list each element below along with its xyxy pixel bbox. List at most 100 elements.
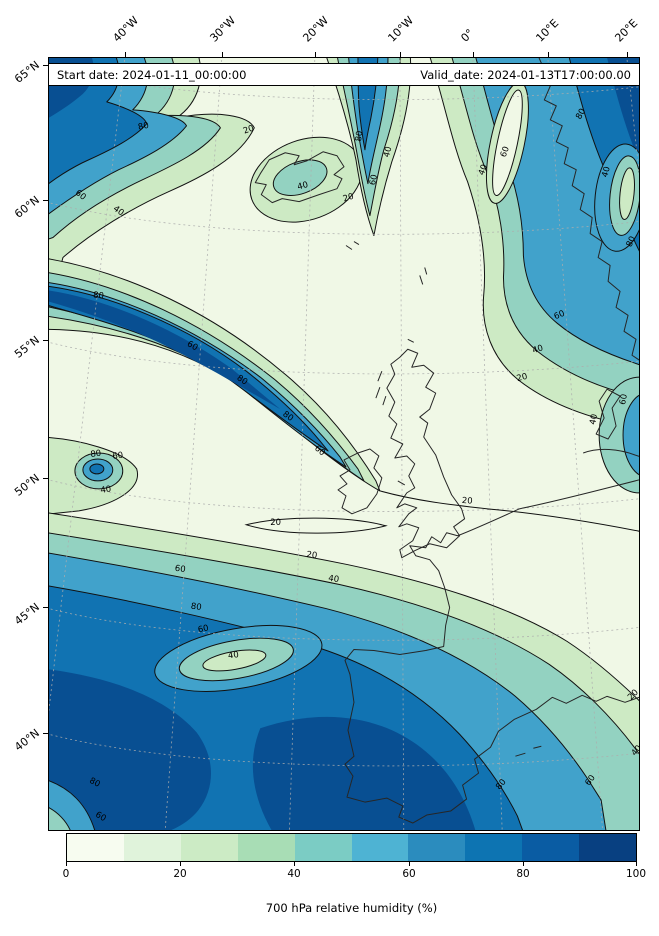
contour-label: 60 bbox=[112, 450, 124, 461]
contour-label: 80 bbox=[190, 601, 202, 612]
coastline-ireland bbox=[337, 448, 383, 515]
meridian-line bbox=[472, 58, 503, 830]
parallel-line bbox=[49, 67, 639, 101]
contour-label: 20 bbox=[270, 517, 281, 527]
fill-80 bbox=[89, 463, 105, 475]
meridian-line bbox=[289, 58, 316, 830]
contour-label: 20 bbox=[242, 123, 256, 136]
fill-90 bbox=[252, 716, 476, 830]
lat-tick-label: 40°N bbox=[12, 726, 43, 754]
contour-label: 80 bbox=[235, 372, 249, 386]
contour-label: 60 bbox=[186, 338, 200, 352]
lon-tick-label: 20°E bbox=[612, 16, 641, 45]
fill-20 bbox=[619, 167, 635, 220]
extra-contour-lines bbox=[244, 490, 639, 534]
lat-tick-label: 65°N bbox=[12, 58, 43, 86]
fill-40 bbox=[49, 807, 71, 830]
tick-mark bbox=[548, 52, 549, 57]
tick-mark bbox=[294, 862, 295, 866]
parallel-line bbox=[49, 608, 639, 641]
colorbar bbox=[66, 833, 637, 862]
coastline-faroe-islands bbox=[345, 241, 360, 250]
tick-mark bbox=[409, 862, 410, 866]
tick-mark bbox=[400, 52, 401, 57]
contour-label: 60 bbox=[498, 145, 511, 159]
contour-label: 60 bbox=[174, 563, 186, 574]
lon-tick-label: 40°W bbox=[110, 13, 142, 45]
contour-label: 20 bbox=[515, 371, 528, 383]
fill-20 bbox=[202, 649, 267, 672]
colorbar-tick-label: 0 bbox=[62, 868, 70, 880]
lon-tick-label: 20°W bbox=[300, 13, 332, 45]
contour-label: 80 bbox=[624, 234, 638, 248]
header-bar: Start date: 2024-01-11_00:00:00 Valid_da… bbox=[49, 63, 639, 86]
colorbar-segment bbox=[294, 834, 352, 861]
map-canvas: 20 40 60 80 40 20 80 60 40 40 60 80 60 4… bbox=[49, 58, 639, 830]
lat-tick-label: 45°N bbox=[12, 600, 43, 628]
colorbar-segment bbox=[522, 834, 580, 861]
colorbar-segment bbox=[123, 834, 181, 861]
tick-mark bbox=[523, 862, 524, 866]
tick-mark bbox=[636, 862, 637, 866]
contour-label: 40 bbox=[296, 179, 309, 191]
contour-label: 60 bbox=[367, 173, 379, 186]
tick-mark bbox=[43, 65, 48, 66]
tick-mark bbox=[473, 52, 474, 57]
colorbar-segment bbox=[351, 834, 409, 861]
tick-mark bbox=[315, 52, 316, 57]
valid-date-text: Valid_date: 2024-01-13T17:00:00.00 bbox=[420, 67, 631, 82]
tick-mark bbox=[43, 607, 48, 608]
contour-label: 40 bbox=[100, 483, 112, 494]
tick-mark bbox=[43, 478, 48, 479]
contour-labels: 20 40 60 80 40 20 80 60 40 40 60 80 60 4… bbox=[74, 106, 639, 823]
colorbar-segment bbox=[408, 834, 466, 861]
coastline-isle-of-man bbox=[397, 480, 406, 486]
contour-label: 80 bbox=[93, 289, 105, 300]
tick-mark bbox=[43, 340, 48, 341]
contour-label: 40 bbox=[381, 145, 393, 158]
meridian-line bbox=[164, 58, 223, 830]
parallel-line bbox=[49, 733, 639, 767]
colorbar-segment bbox=[579, 834, 637, 861]
humidity-fills bbox=[49, 58, 639, 830]
contour-label: 60 bbox=[552, 308, 566, 321]
contour-label: 60 bbox=[617, 393, 629, 405]
map-content: 20 40 60 80 40 20 80 60 40 40 60 80 60 4… bbox=[49, 58, 639, 830]
colorbar-tick-label: 100 bbox=[625, 868, 647, 880]
lat-tick-label: 60°N bbox=[12, 193, 43, 221]
contour-label: 60 bbox=[94, 809, 108, 823]
coastlines bbox=[254, 58, 639, 824]
coastline-shetland bbox=[419, 267, 428, 285]
parallel-line bbox=[49, 479, 639, 512]
tick-mark bbox=[66, 862, 67, 866]
contour-label: 20 bbox=[306, 549, 318, 560]
coastline-orkney bbox=[407, 338, 414, 343]
coastline-denmark bbox=[595, 388, 621, 440]
fill-90 bbox=[49, 290, 281, 410]
start-date-text: Start date: 2024-01-11_00:00:00 bbox=[57, 67, 247, 82]
contour-label: 40 bbox=[328, 573, 340, 584]
coastline-great-britain bbox=[386, 348, 466, 559]
parallel-line bbox=[49, 341, 639, 375]
contour-label: 20 bbox=[342, 191, 355, 204]
lon-tick-label: 10°W bbox=[385, 13, 417, 45]
contour-label: 20 bbox=[461, 495, 473, 506]
coastline-france-iberia bbox=[344, 479, 639, 824]
colorbar-tick-label: 80 bbox=[516, 868, 530, 880]
contour-label: 40 bbox=[227, 649, 239, 660]
tick-mark bbox=[627, 52, 628, 57]
map-plot: 20 40 60 80 40 20 80 60 40 40 60 80 60 4… bbox=[48, 57, 640, 831]
contour-label: 80 bbox=[90, 448, 102, 459]
colorbar-swatches bbox=[67, 834, 637, 861]
contour-label: 80 bbox=[353, 130, 364, 142]
colorbar-tick-label: 60 bbox=[402, 868, 416, 880]
tick-mark bbox=[125, 52, 126, 57]
colorbar-segment bbox=[67, 834, 124, 861]
contour-label: 40 bbox=[476, 163, 489, 177]
tick-mark bbox=[43, 733, 48, 734]
contour-label: 20 bbox=[625, 687, 639, 702]
contour-label: 40 bbox=[587, 413, 599, 425]
contour-label: 60 bbox=[197, 622, 210, 634]
tick-mark bbox=[222, 52, 223, 57]
